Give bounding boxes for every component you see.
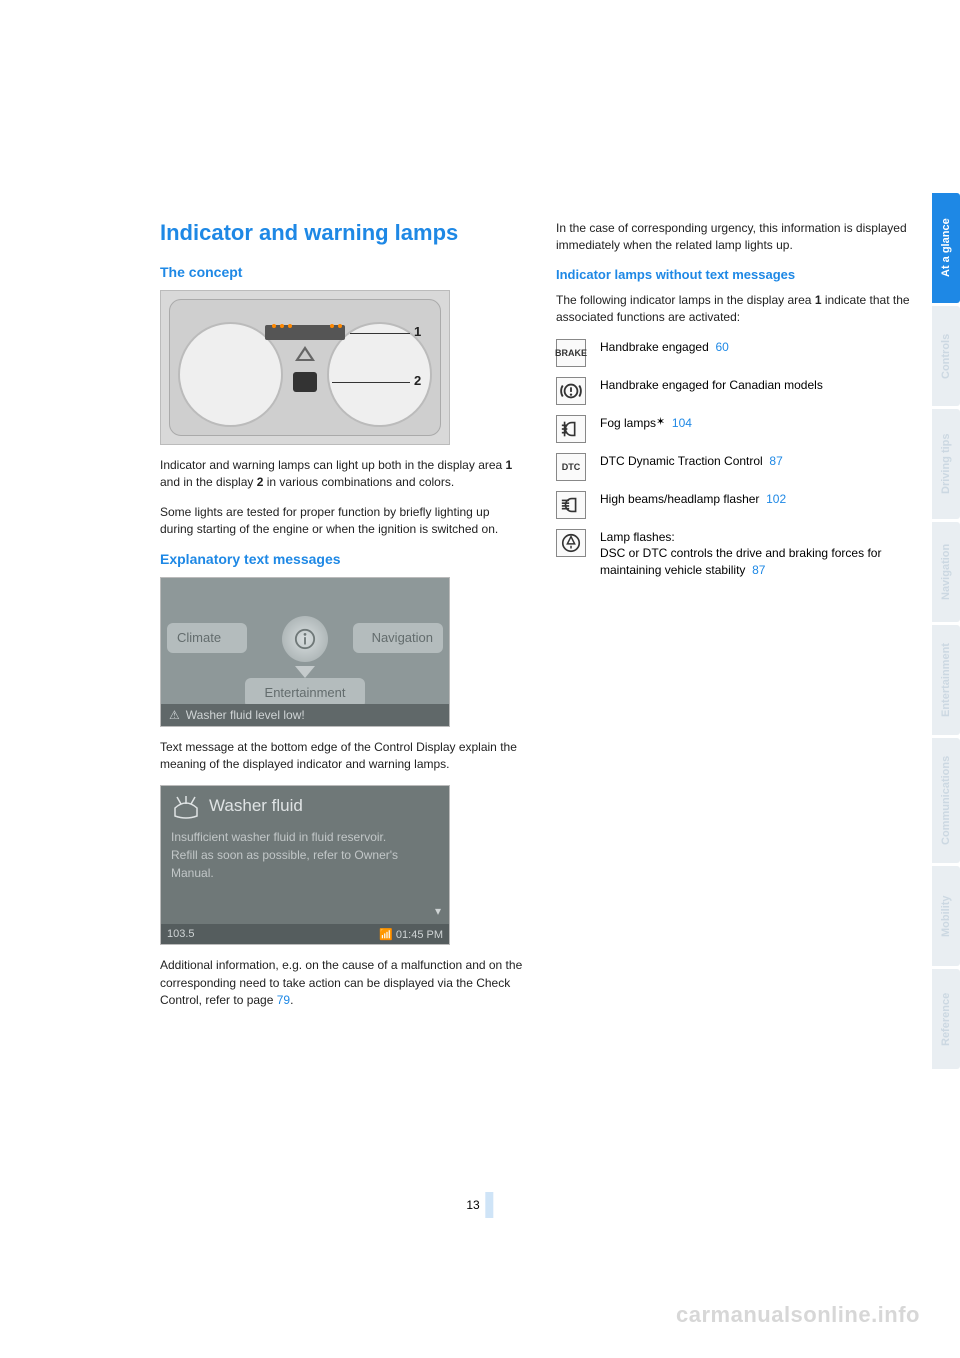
callout-1: 1 [414,324,421,339]
dtc-lamp-icon: DTC [556,453,586,481]
fig3-line2: Refill as soon as possible, refer to Own… [171,846,439,882]
right-column: In the case of corresponding urgency, th… [556,220,920,1022]
asterisk-icon: ✶ [656,416,665,428]
page-link-60[interactable]: 60 [715,340,728,354]
text: The following indicator lamps in the dis… [556,293,815,307]
page-link-104[interactable]: 104 [672,416,692,430]
side-tabs: At a glance Controls Driving tips Naviga… [932,193,960,1072]
watermark: carmanualsonline.info [676,1302,920,1328]
center-square-icon [293,372,317,392]
text: Additional information, e.g. on the caus… [160,958,522,1007]
page-link-79[interactable]: 79 [277,993,290,1007]
warning-triangle-icon [295,346,315,361]
concept-heading: The concept [160,264,524,280]
lamp-text: Lamp flashes: DSC or DTC controls the dr… [600,529,920,579]
indicator-lamps-heading: Indicator lamps without text messages [556,267,920,282]
bold-1: 1 [506,458,513,472]
warning-icon: ⚠ [169,708,180,722]
cluster-frame: 1 2 [169,299,441,436]
fog-lamp-icon [556,415,586,443]
fig3-background: Washer fluid Insufficient washer fluid i… [161,786,449,944]
lamp-text: Handbrake engaged for Canadian models [600,377,920,405]
text: Indicator and warning lamps can light up… [160,458,506,472]
text: Fog lamps [600,416,656,430]
page-number: 13 [466,1192,493,1218]
page-link-102[interactable]: 102 [766,492,786,506]
figure-instrument-cluster: 1 2 [160,290,450,445]
info-icon [282,616,328,662]
lamp-text: Fog lamps✶ 104 [600,415,920,443]
page-number-bar [486,1192,494,1218]
body-text: Additional information, e.g. on the caus… [160,957,524,1009]
tab-at-a-glance[interactable]: At a glance [932,193,960,303]
body-text: In the case of corresponding urgency, th… [556,220,920,255]
amber-dot [330,324,334,328]
scroll-down-icon: ▾ [435,904,441,918]
left-column: Indicator and warning lamps The concept [160,220,524,1022]
tab-entertainment[interactable]: Entertainment [932,625,960,735]
brake-lamp-icon: BRAKE [556,339,586,367]
text: Handbrake engaged [600,340,709,354]
status-bar: ⚠ Washer fluid level low! [161,704,449,726]
menu-climate: Climate [167,623,247,653]
menu-background: Climate Navigation Entertainment ⚠ Washe… [161,578,449,726]
page: Indicator and warning lamps The concept [0,0,960,1358]
page-link-87b[interactable]: 87 [752,563,765,577]
callout-2: 2 [414,373,421,388]
callout-line-1 [350,333,410,334]
menu-navigation: Navigation [353,623,443,653]
text: Lamp flashes: [600,530,675,544]
down-arrow-icon [295,666,315,678]
amber-dot [280,324,284,328]
body-text: Indicator and warning lamps can light up… [160,457,524,492]
tab-navigation[interactable]: Navigation [932,522,960,622]
status-right: 📶 01:45 PM [379,928,443,941]
bold-1: 1 [815,293,822,307]
indicator-lamps-table: BRAKE Handbrake engaged 60 Handbrake eng… [556,339,920,579]
figure-control-display-menu: Climate Navigation Entertainment ⚠ Washe… [160,577,450,727]
amber-dot [338,324,342,328]
text: . [290,993,293,1007]
status-left: 103.5 [167,928,195,940]
page-number-text: 13 [466,1198,479,1212]
lamp-text: High beams/headlamp flasher 102 [600,491,920,519]
page-link-87[interactable]: 87 [769,454,782,468]
tab-reference[interactable]: Reference [932,969,960,1069]
status-text: Washer fluid level low! [186,708,305,722]
text: DSC or DTC controls the drive and brakin… [600,546,881,577]
lamp-text: DTC Dynamic Traction Control 87 [600,453,920,481]
washer-fluid-icon [171,794,201,820]
content-columns: Indicator and warning lamps The concept [160,220,920,1022]
high-beam-lamp-icon [556,491,586,519]
text: High beams/headlamp flasher [600,492,759,506]
figure-washer-fluid-message: Washer fluid Insufficient washer fluid i… [160,785,450,945]
amber-dot [272,324,276,328]
text: and in the display [160,475,257,489]
fig3-body: Insufficient washer fluid in fluid reser… [171,828,439,882]
tab-mobility[interactable]: Mobility [932,866,960,966]
tab-driving-tips[interactable]: Driving tips [932,409,960,519]
text: in various combinations and colors. [263,475,454,489]
fig3-line1: Insufficient washer fluid in fluid reser… [171,828,439,846]
fig3-title: Washer fluid [209,796,303,816]
status-time: 01:45 PM [396,929,443,941]
tab-controls[interactable]: Controls [932,306,960,406]
brake-label: BRAKE [555,348,587,358]
tab-communications[interactable]: Communications [932,738,960,863]
text: DTC Dynamic Traction Control [600,454,763,468]
fig3-status-bar: 103.5 📶 01:45 PM [161,924,449,944]
amber-dot [288,324,292,328]
dsc-lamp-icon [556,529,586,557]
body-text: Some lights are tested for proper functi… [160,504,524,539]
brake-canadian-lamp-icon [556,377,586,405]
body-text: Text message at the bottom edge of the C… [160,739,524,774]
explanatory-heading: Explanatory text messages [160,551,524,567]
dtc-label: DTC [562,462,581,472]
page-title: Indicator and warning lamps [160,220,524,246]
lamp-text: Handbrake engaged 60 [600,339,920,367]
callout-line-2 [332,382,410,383]
body-text: The following indicator lamps in the dis… [556,292,920,327]
